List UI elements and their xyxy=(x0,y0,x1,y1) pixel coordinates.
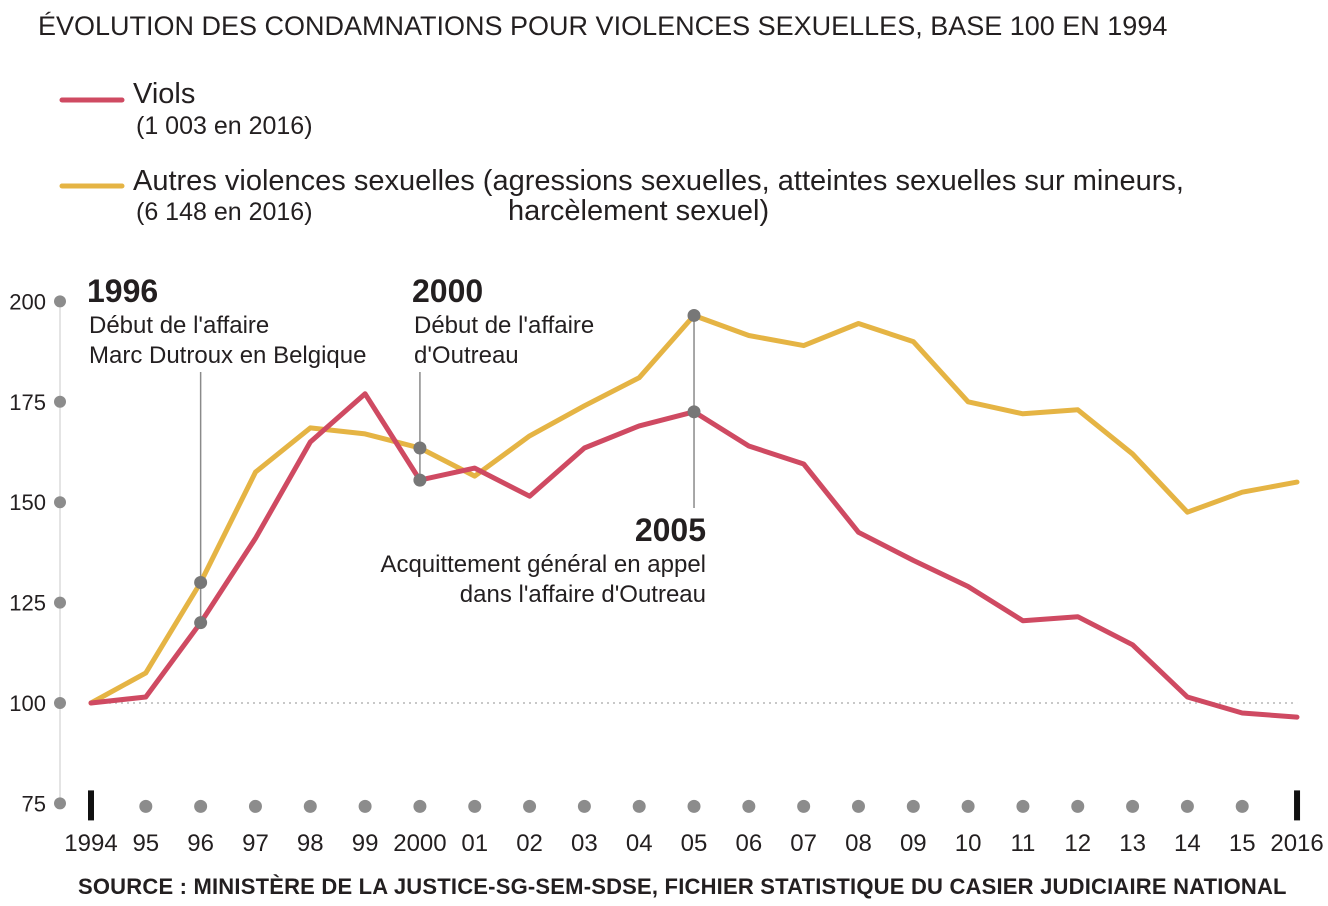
legend: Viols (1 003 en 2016) Autres violences s… xyxy=(59,78,1184,227)
x-tick-dot xyxy=(358,799,372,813)
x-tick-label: 10 xyxy=(955,830,982,857)
y-tick-dot xyxy=(54,596,66,609)
x-tick-label: 09 xyxy=(900,830,927,857)
x-axis-end-bar xyxy=(1294,790,1301,821)
y-tick-dot xyxy=(54,797,66,810)
annotation-text-2005: dans l'affaire d'Outreau xyxy=(460,581,706,608)
annotation-point-2000 xyxy=(413,441,427,455)
legend-note-viols: (1 003 en 2016) xyxy=(136,112,313,140)
annotation-point-2005 xyxy=(687,405,701,419)
annotation-point-2005 xyxy=(687,308,701,322)
y-tick-label: 75 xyxy=(22,791,46,816)
x-tick-label: 2000 xyxy=(393,830,446,857)
legend-note-autres: (6 148 en 2016) xyxy=(136,198,313,226)
x-tick-dot xyxy=(851,799,865,813)
axes: 75 100 125 150 175 200 1994 95 96 97 98 99 2000 01 02 0… xyxy=(9,289,1323,857)
x-tick-label: 15 xyxy=(1229,830,1256,857)
y-tick-label: 125 xyxy=(9,591,46,616)
x-tick-dot xyxy=(248,799,262,813)
x-tick-dot xyxy=(742,799,756,813)
y-tick-dot xyxy=(54,697,66,709)
annotation-year-1996: 1996 xyxy=(87,273,158,309)
x-tick-dot xyxy=(1016,799,1030,813)
x-tick-dot xyxy=(632,799,646,813)
x-tick-label: 02 xyxy=(516,830,543,857)
x-tick-label: 95 xyxy=(132,830,159,857)
chart-title: ÉVOLUTION DES CONDAMNATIONS POUR VIOLENC… xyxy=(38,11,1167,41)
annotation-markers xyxy=(194,308,701,630)
y-tick-label: 175 xyxy=(9,390,46,415)
annotation-point-1996 xyxy=(194,576,208,590)
y-tick-dot xyxy=(54,295,66,308)
x-tick-label: 1994 xyxy=(64,830,117,857)
x-tick-dot xyxy=(523,799,537,813)
x-tick-dot xyxy=(961,799,975,813)
annotation-text-1996: Début de l'affaire xyxy=(89,312,269,339)
x-tick-label: 08 xyxy=(845,830,872,857)
x-tick-dot xyxy=(1126,799,1140,813)
x-tick-label: 01 xyxy=(461,830,488,857)
x-tick-label: 03 xyxy=(571,830,598,857)
x-tick-dot xyxy=(906,799,920,813)
y-tick-dot xyxy=(54,496,66,509)
x-tick-label: 07 xyxy=(790,830,817,857)
x-tick-label: 97 xyxy=(242,830,269,857)
legend-label-viols: Viols xyxy=(133,78,195,110)
x-tick-dot xyxy=(139,799,153,813)
legend-label-autres: Autres violences sexuelles (agressions s… xyxy=(133,165,1184,197)
x-tick-dot xyxy=(194,799,208,813)
y-tick-label: 150 xyxy=(9,490,46,515)
x-tick-label: 2016 xyxy=(1270,830,1323,857)
annotation-year-2000: 2000 xyxy=(412,273,483,309)
x-tick-label: 14 xyxy=(1174,830,1201,857)
x-tick-dot xyxy=(413,799,427,813)
y-tick-label: 200 xyxy=(9,289,46,314)
x-tick-dot xyxy=(1071,799,1085,813)
x-tick-label: 12 xyxy=(1064,830,1091,857)
annotation-text-2000: Début de l'affaire xyxy=(414,312,594,339)
source-note: SOURCE : MINISTÈRE DE LA JUSTICE-SG-SEM-… xyxy=(78,874,1287,899)
annotation-text-1996: Marc Dutroux en Belgique xyxy=(89,342,366,369)
x-tick-dot xyxy=(687,799,701,813)
x-tick-label: 04 xyxy=(626,830,653,857)
x-tick-dot xyxy=(303,799,317,813)
annotations: 1996 Début de l'affaire Marc Dutroux en Be… xyxy=(87,273,706,623)
x-tick-label: 99 xyxy=(352,830,379,857)
annotation-point-1996 xyxy=(194,616,208,630)
x-tick-dot xyxy=(1180,799,1194,813)
annotation-year-2005: 2005 xyxy=(635,512,706,548)
x-tick-label: 13 xyxy=(1119,830,1146,857)
x-tick-label: 06 xyxy=(735,830,762,857)
x-tick-dot xyxy=(1235,799,1249,813)
annotation-text-2000: d'Outreau xyxy=(414,342,519,369)
x-tick-label: 11 xyxy=(1010,830,1035,857)
legend-label-autres-line2: harcèlement sexuel) xyxy=(508,195,769,227)
x-tick-label: 05 xyxy=(681,830,708,857)
y-tick-dot xyxy=(54,395,66,408)
x-tick-dot xyxy=(468,799,482,813)
x-tick-label: 98 xyxy=(297,830,324,857)
annotation-point-2000 xyxy=(413,473,427,487)
x-axis-end-bar xyxy=(88,790,94,821)
y-tick-label: 100 xyxy=(9,691,46,716)
x-tick-label: 96 xyxy=(187,830,214,857)
annotation-text-2005: Acquittement général en appel xyxy=(380,551,706,578)
x-tick-dot xyxy=(577,799,591,813)
x-tick-dot xyxy=(797,799,811,813)
